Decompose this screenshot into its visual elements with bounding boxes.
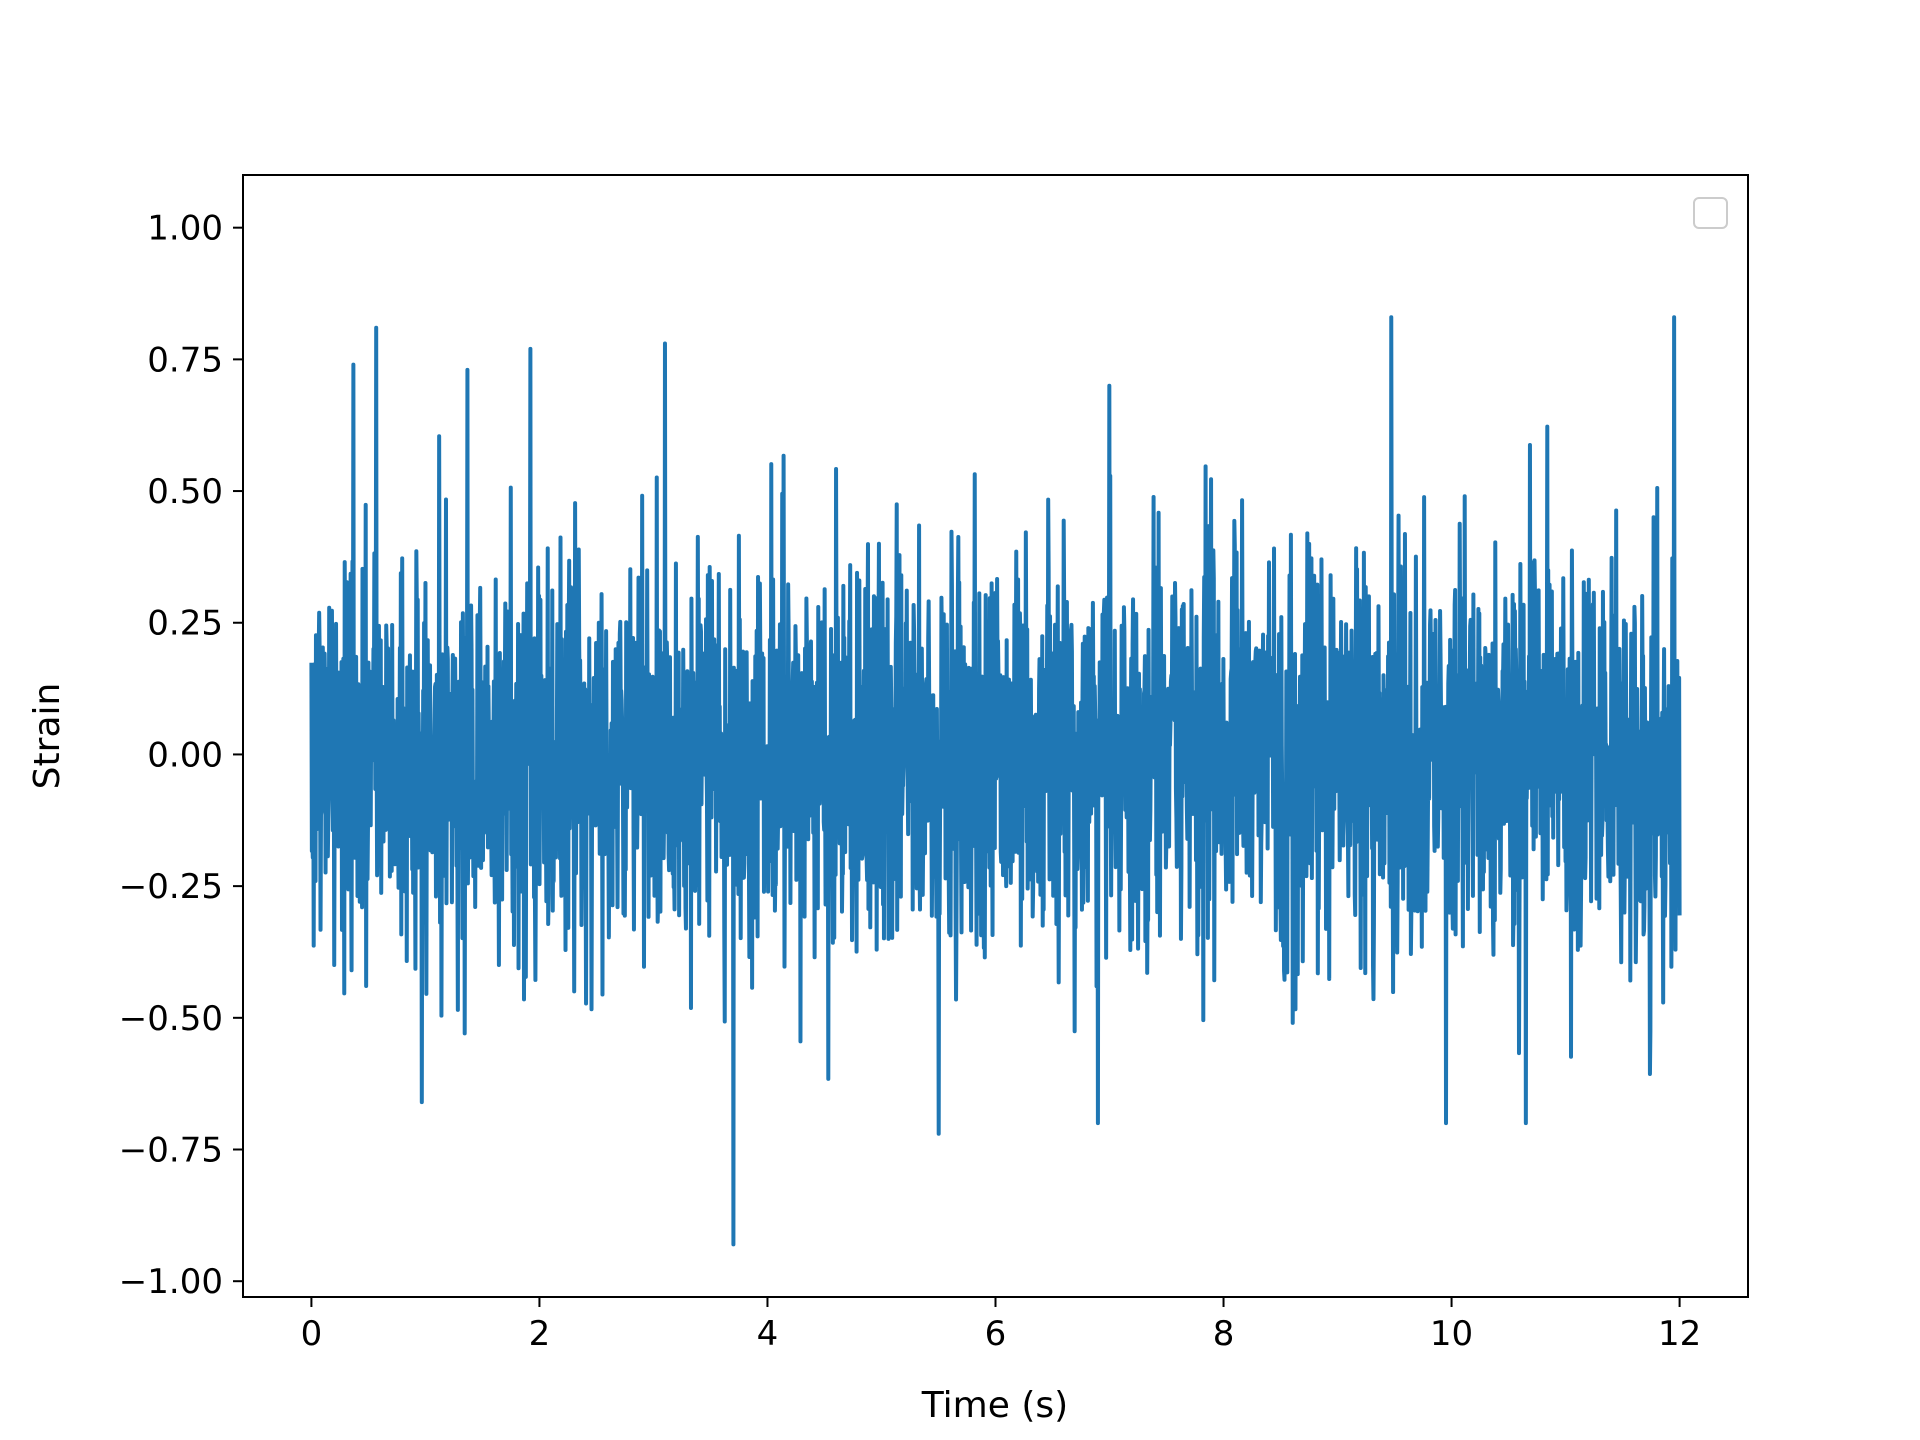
series-layer [309, 315, 1682, 1247]
y-axis-label: Strain [27, 683, 68, 790]
y-tick-label: 0.75 [147, 340, 223, 380]
x-tick-label: 10 [1430, 1314, 1473, 1354]
x-tick-label: 4 [757, 1314, 779, 1354]
y-tick-label: −0.25 [119, 867, 223, 907]
y-tick-label: −0.75 [119, 1131, 223, 1171]
x-tick-label: 6 [985, 1314, 1007, 1354]
x-axis-ticks: 0 2 4 6 8 10 12 [301, 1297, 1701, 1354]
strain-series-line [309, 315, 1682, 1247]
y-tick-label: 0.25 [147, 604, 223, 644]
x-tick-label: 12 [1658, 1314, 1701, 1354]
x-axis-label: Time (s) [921, 1385, 1068, 1426]
y-tick-label: −0.50 [119, 999, 223, 1039]
legend-box [1693, 197, 1728, 229]
x-tick-label: 0 [301, 1314, 323, 1354]
y-tick-label: 0.00 [147, 735, 223, 775]
y-tick-label: 1.00 [147, 209, 223, 249]
y-tick-label: 0.50 [147, 472, 223, 512]
y-tick-label: −1.00 [119, 1262, 223, 1302]
x-tick-label: 2 [529, 1314, 551, 1354]
x-tick-label: 8 [1213, 1314, 1235, 1354]
y-axis-ticks: 1.00 0.75 0.50 0.25 0.00 −0.25 −0.50 −0.75 −1.00 [119, 209, 243, 1302]
